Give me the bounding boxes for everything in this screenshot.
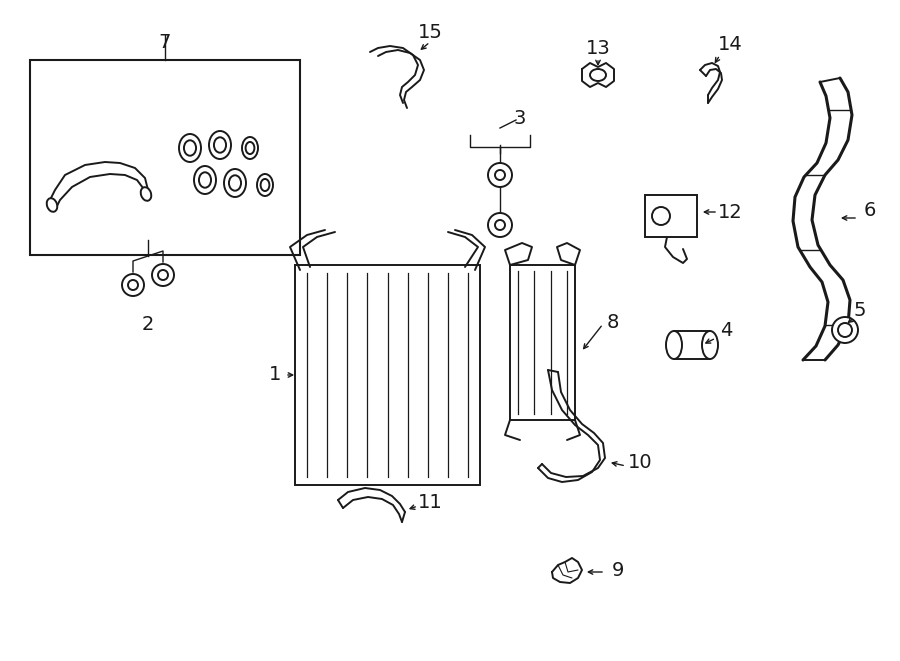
Text: 5: 5 bbox=[854, 301, 866, 319]
Circle shape bbox=[152, 264, 174, 286]
Bar bbox=[295, 265, 480, 485]
Text: 7: 7 bbox=[158, 32, 171, 52]
Ellipse shape bbox=[199, 173, 211, 188]
Ellipse shape bbox=[209, 131, 231, 159]
Bar bbox=[645, 195, 697, 237]
Text: 6: 6 bbox=[864, 200, 877, 219]
Ellipse shape bbox=[702, 331, 718, 359]
Ellipse shape bbox=[242, 137, 258, 159]
Bar bbox=[30, 60, 300, 255]
Ellipse shape bbox=[214, 137, 226, 153]
Text: 14: 14 bbox=[717, 36, 742, 54]
Text: 10: 10 bbox=[627, 453, 652, 471]
Ellipse shape bbox=[257, 174, 273, 196]
Text: 12: 12 bbox=[717, 202, 742, 221]
Circle shape bbox=[495, 170, 505, 180]
Circle shape bbox=[128, 280, 138, 290]
Ellipse shape bbox=[184, 140, 196, 156]
Ellipse shape bbox=[229, 175, 241, 191]
Text: 9: 9 bbox=[612, 561, 625, 580]
Circle shape bbox=[652, 207, 670, 225]
Ellipse shape bbox=[194, 166, 216, 194]
Ellipse shape bbox=[140, 187, 151, 201]
Circle shape bbox=[122, 274, 144, 296]
Text: 2: 2 bbox=[142, 315, 154, 334]
Circle shape bbox=[495, 220, 505, 230]
Text: 8: 8 bbox=[607, 313, 619, 332]
Circle shape bbox=[488, 163, 512, 187]
Ellipse shape bbox=[666, 331, 682, 359]
Text: 4: 4 bbox=[720, 321, 733, 340]
Bar bbox=[510, 265, 575, 420]
Circle shape bbox=[832, 317, 858, 343]
Circle shape bbox=[838, 323, 852, 337]
Ellipse shape bbox=[590, 69, 606, 81]
Ellipse shape bbox=[246, 142, 255, 154]
Text: 3: 3 bbox=[514, 108, 526, 128]
Text: 13: 13 bbox=[586, 38, 610, 58]
Circle shape bbox=[488, 213, 512, 237]
Ellipse shape bbox=[224, 169, 246, 197]
Text: 1: 1 bbox=[269, 366, 281, 385]
Ellipse shape bbox=[47, 198, 58, 212]
Ellipse shape bbox=[179, 134, 201, 162]
Ellipse shape bbox=[261, 179, 269, 191]
Text: 11: 11 bbox=[418, 494, 443, 512]
Text: 15: 15 bbox=[418, 22, 443, 42]
Circle shape bbox=[158, 270, 168, 280]
